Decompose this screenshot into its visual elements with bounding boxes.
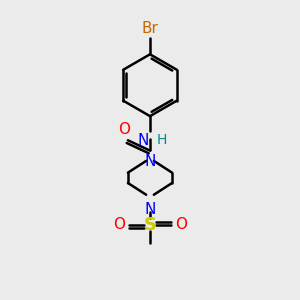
Text: N: N — [137, 133, 148, 148]
Text: S: S — [143, 216, 157, 234]
Text: O: O — [113, 217, 125, 232]
Text: N: N — [144, 154, 156, 169]
Text: O: O — [118, 122, 130, 137]
Text: Br: Br — [142, 21, 158, 36]
Text: O: O — [175, 217, 187, 232]
Text: H: H — [157, 133, 167, 147]
Text: N: N — [144, 202, 156, 217]
